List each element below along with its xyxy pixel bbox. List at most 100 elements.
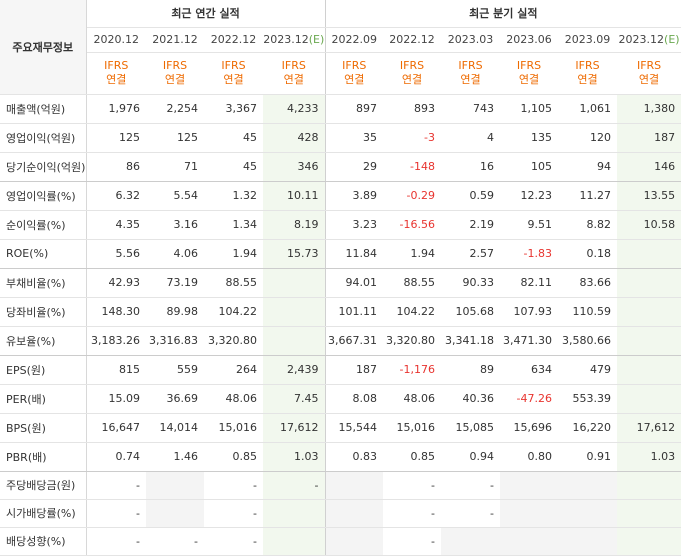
period-label: 2022.09 bbox=[331, 33, 378, 46]
table-cell: 16,220 bbox=[558, 413, 618, 443]
row-label: 유보율(%) bbox=[0, 326, 87, 356]
table-cell: 110.59 bbox=[558, 297, 618, 327]
table-cell: 0.80 bbox=[500, 442, 559, 472]
table-cell bbox=[263, 527, 326, 556]
table-cell: 0.85 bbox=[383, 442, 442, 472]
table-cell: 479 bbox=[558, 355, 618, 385]
table-cell: 815 bbox=[86, 355, 146, 385]
table-cell bbox=[558, 527, 618, 556]
table-cell: -1,176 bbox=[383, 355, 442, 385]
table-row: EPS(원) 815 559 264 2,439 187 -1,176 89 634 479 bbox=[0, 355, 681, 385]
corner-label: 주요재무정보 bbox=[0, 0, 87, 95]
table-row: 영업이익률(%) 6.32 5.54 1.32 10.11 3.89 -0.29 0.59 12… bbox=[0, 181, 681, 211]
table-cell: 86 bbox=[86, 152, 146, 182]
table-cell: 88.55 bbox=[383, 268, 442, 298]
table-cell: 1.46 bbox=[146, 442, 204, 472]
table-cell: 346 bbox=[263, 152, 326, 182]
row-label: 주당배당금(원) bbox=[0, 471, 87, 500]
ifrs-label: IFRS 연결 bbox=[500, 52, 559, 95]
table-cell: 8.19 bbox=[263, 210, 326, 240]
estimate-badge: (E) bbox=[308, 33, 325, 46]
table-cell bbox=[325, 499, 384, 528]
table-row: BPS(원) 16,647 14,014 15,016 17,612 15,544 15,0… bbox=[0, 413, 681, 443]
row-label: 순이익률(%) bbox=[0, 210, 87, 240]
table-cell: 94.01 bbox=[325, 268, 384, 298]
period-header: 2023.06 bbox=[500, 27, 559, 53]
table-cell: 83.66 bbox=[558, 268, 618, 298]
table-cell bbox=[263, 499, 326, 528]
table-cell: 1,976 bbox=[86, 94, 146, 124]
table-cell: - bbox=[383, 471, 442, 500]
table-cell: 187 bbox=[617, 123, 681, 153]
table-cell: 3.23 bbox=[325, 210, 384, 240]
table-row: 부채비율(%) 42.93 73.19 88.55 94.01 88.55 90.33 82.… bbox=[0, 268, 681, 298]
table-cell: 8.08 bbox=[325, 384, 384, 414]
table-cell: 1.03 bbox=[617, 442, 681, 472]
table-cell: -16.56 bbox=[383, 210, 442, 240]
ifrs-label: IFRS 연결 bbox=[325, 52, 384, 95]
table-cell: 73.19 bbox=[146, 268, 204, 298]
table-cell: -148 bbox=[383, 152, 442, 182]
table-cell: 48.06 bbox=[204, 384, 263, 414]
table-cell: 148.30 bbox=[86, 297, 146, 327]
period-header: 2023.12(E) bbox=[617, 27, 681, 53]
table-cell: 45 bbox=[204, 152, 263, 182]
table-cell bbox=[441, 527, 501, 556]
table-cell: 1.34 bbox=[204, 210, 263, 240]
period-header: 2023.12(E) bbox=[263, 27, 326, 53]
table-cell bbox=[558, 499, 618, 528]
table-row: PBR(배) 0.74 1.46 0.85 1.03 0.83 0.85 0.94 0.80 0.… bbox=[0, 442, 681, 472]
row-label: PER(배) bbox=[0, 384, 87, 414]
row-label: ROE(%) bbox=[0, 239, 87, 269]
ifrs-label: IFRS 연결 bbox=[441, 52, 501, 95]
table-cell: 90.33 bbox=[441, 268, 501, 298]
table-cell: 0.74 bbox=[86, 442, 146, 472]
table-cell: - bbox=[204, 499, 263, 528]
table-cell bbox=[617, 499, 681, 528]
period-header: 2023.03 bbox=[441, 27, 501, 53]
table-cell: 10.58 bbox=[617, 210, 681, 240]
table-cell: - bbox=[383, 499, 442, 528]
table-cell: 1.94 bbox=[204, 239, 263, 269]
row-label: EPS(원) bbox=[0, 355, 87, 385]
table-cell: 4.06 bbox=[146, 239, 204, 269]
row-label: 당좌비율(%) bbox=[0, 297, 87, 327]
table-cell: 1.03 bbox=[263, 442, 326, 472]
period-header: 2023.09 bbox=[558, 27, 618, 53]
table-cell: 2.19 bbox=[441, 210, 501, 240]
quarter-group-header: 최근 분기 실적 bbox=[325, 0, 681, 28]
table-cell: 12.23 bbox=[500, 181, 559, 211]
table-cell bbox=[617, 268, 681, 298]
table-cell bbox=[617, 239, 681, 269]
table-cell: 11.27 bbox=[558, 181, 618, 211]
table-cell: 89.98 bbox=[146, 297, 204, 327]
table-cell bbox=[500, 527, 559, 556]
table-cell: 82.11 bbox=[500, 268, 559, 298]
table-cell: 135 bbox=[500, 123, 559, 153]
table-cell: 35 bbox=[325, 123, 384, 153]
table-cell: 559 bbox=[146, 355, 204, 385]
table-cell: - bbox=[383, 527, 442, 556]
table-cell: 3,316.83 bbox=[146, 326, 204, 356]
table-cell: 7.45 bbox=[263, 384, 326, 414]
table-cell: 3,341.18 bbox=[441, 326, 501, 356]
period-header-row: 2020.12 2021.12 2022.12 2023.12(E) 2022.09 20… bbox=[0, 27, 681, 53]
table-row: 순이익률(%) 4.35 3.16 1.34 8.19 3.23 -16.56 2.19 9.5… bbox=[0, 210, 681, 240]
table-cell: 3,667.31 bbox=[325, 326, 384, 356]
table-cell bbox=[263, 297, 326, 327]
table-cell: 3.16 bbox=[146, 210, 204, 240]
table-cell: 29 bbox=[325, 152, 384, 182]
table-cell: -47.26 bbox=[500, 384, 559, 414]
table-cell: 3,183.26 bbox=[86, 326, 146, 356]
period-label: 2023.12 bbox=[263, 33, 309, 46]
period-label: 2022.12 bbox=[389, 33, 435, 46]
table-cell: 125 bbox=[146, 123, 204, 153]
table-cell: 0.91 bbox=[558, 442, 618, 472]
table-cell: 17,612 bbox=[263, 413, 326, 443]
period-header: 2022.12 bbox=[204, 27, 263, 53]
table-row: 매출액(억원) 1,976 2,254 3,367 4,233 897 893 743 1,10… bbox=[0, 94, 681, 124]
table-cell: 0.59 bbox=[441, 181, 501, 211]
table-cell: 187 bbox=[325, 355, 384, 385]
table-cell bbox=[146, 499, 204, 528]
table-cell: 2.57 bbox=[441, 239, 501, 269]
